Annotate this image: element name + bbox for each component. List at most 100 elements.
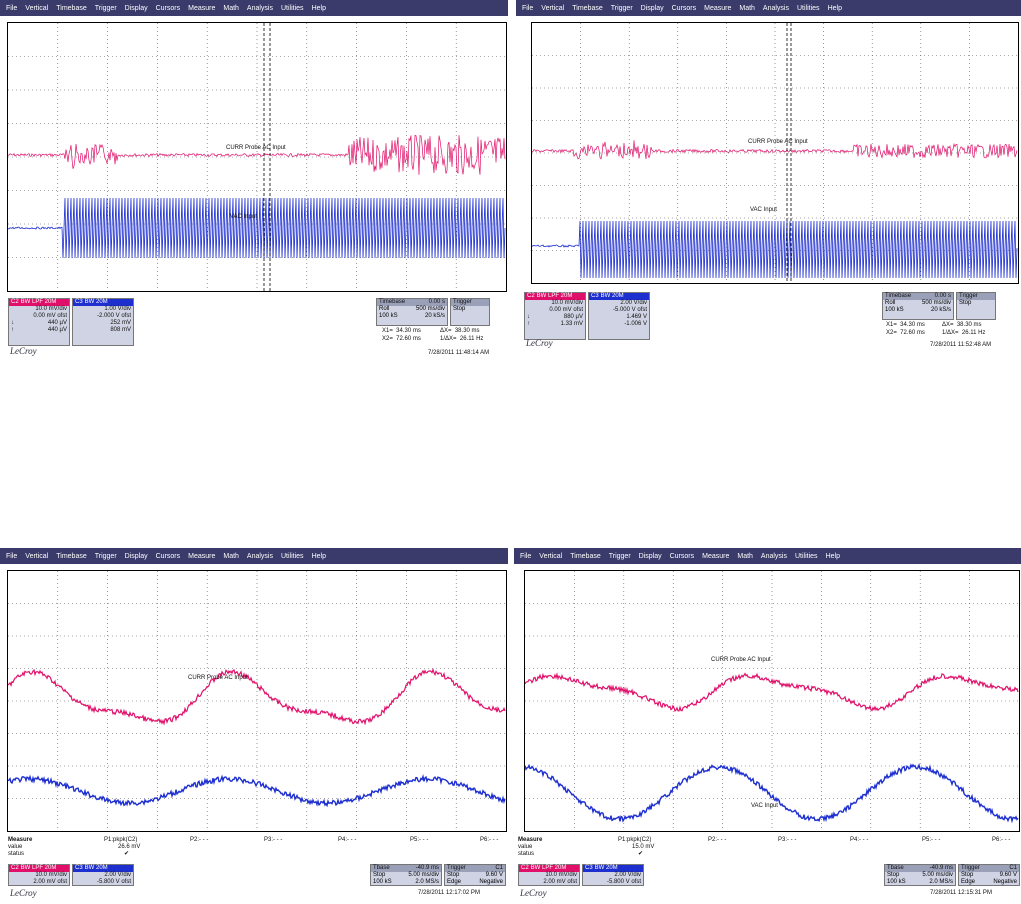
channel-c2-box[interactable]: C2 BW LPF 20M 10.0 mV/div 2.00 mV ofst: [518, 864, 580, 886]
c3-offset: -5.800 V ofst: [96, 879, 131, 885]
channel-c2-box[interactable]: C2 BW LPF 20M 10.0 mV/div 2.00 mV ofst: [8, 864, 70, 886]
menu-measure[interactable]: Measure: [704, 4, 732, 12]
menu-file[interactable]: File: [520, 552, 532, 560]
menu-vertical[interactable]: Vertical: [539, 552, 563, 560]
timebase-delay: 0.00 s: [934, 293, 951, 299]
channel-c3-box[interactable]: C3 BW 20M 2.00 V/div -5.800 V ofst: [72, 864, 134, 886]
menu-display[interactable]: Display: [638, 552, 662, 560]
menu-trigger[interactable]: Trigger: [94, 552, 117, 560]
menu-help[interactable]: Help: [827, 4, 842, 12]
measure-p2[interactable]: P2:- - -: [190, 837, 209, 843]
timebase-box[interactable]: Timebase 0.00 s Roll 500 ms/div 100 kS 20 k…: [882, 292, 954, 320]
menu-timebase[interactable]: Timebase: [570, 552, 601, 560]
trigger-box[interactable]: Trigger C1 Stop 9.60 V Edge Negative: [444, 864, 506, 886]
timestamp: 7/28/2011 12:17:02 PM: [418, 890, 480, 896]
c2-head: C2: [11, 865, 19, 871]
menu-display[interactable]: Display: [124, 4, 148, 12]
menu-cursors[interactable]: Cursors: [155, 552, 181, 560]
menu-math[interactable]: Math: [223, 4, 239, 12]
timebase-delay: -40.9 ms: [415, 865, 439, 871]
menu-math[interactable]: Math: [739, 4, 755, 12]
menu-help[interactable]: Help: [311, 4, 326, 12]
menu-help[interactable]: Help: [825, 552, 840, 560]
measure-p4[interactable]: P4:- - -: [338, 837, 357, 843]
menu-trigger[interactable]: Trigger: [94, 4, 117, 12]
timebase-label: Timebase: [379, 299, 406, 305]
channel-c3-box[interactable]: C3 BW 20M 2.00 V/div -5.800 V ofst: [582, 864, 644, 886]
timebase-box[interactable]: Tbase -40.9 ms Stop 5.00 ms/div 100 kS 2.0 …: [370, 864, 442, 886]
waveform-display[interactable]: CURR Probe AC Input VAC Input: [7, 22, 507, 292]
menu-cursors[interactable]: Cursors: [669, 552, 695, 560]
timebase-box[interactable]: Timebase 0.00 s Roll 500 ms/div 100 kS 20 k…: [376, 298, 448, 326]
menu-utilities[interactable]: Utilities: [281, 552, 304, 560]
channel-c3-box[interactable]: C3 BW 20M 2.00 V/div -5.000 V ofst 1.469 …: [588, 292, 650, 340]
cursor-x1: X1= 34.30 ms: [886, 322, 925, 328]
waveform-display[interactable]: CURR Probe AC Input: [7, 570, 507, 832]
c2-head2: BW LPF 20M: [536, 293, 573, 299]
channel-c2-box[interactable]: C2 BW LPF 20M 10.0 mV/div 0.00 mV ofst ↓ 8…: [524, 292, 586, 340]
menu-vertical[interactable]: Vertical: [25, 4, 49, 12]
c3-scale: 2.00 V/div: [620, 300, 647, 306]
menu-analysis[interactable]: Analysis: [760, 552, 787, 560]
menu-file[interactable]: File: [6, 552, 18, 560]
menu-file[interactable]: File: [6, 4, 18, 12]
timebase-mode: Stop: [887, 872, 900, 878]
lecroy-logo: LeCroy: [10, 346, 37, 356]
menu-vertical[interactable]: Vertical: [541, 4, 565, 12]
menu-timebase[interactable]: Timebase: [572, 4, 603, 12]
menu-math[interactable]: Math: [737, 552, 753, 560]
c3-scale: 1.00 V/div: [104, 306, 131, 312]
menu-bar: File Vertical Timebase Trigger Display C…: [0, 548, 508, 564]
waveform-display[interactable]: CURR Probe AC Input VAC Input: [531, 22, 1019, 284]
channel-c2-box[interactable]: C2 BW LPF 20M 10.0 mV/div 0.00 mV ofst ↓ 4…: [8, 298, 70, 346]
menu-measure[interactable]: Measure: [702, 552, 730, 560]
measure-p6[interactable]: P6:- - -: [992, 837, 1011, 843]
menu-utilities[interactable]: Utilities: [797, 4, 820, 12]
c2-min: 440 µV: [47, 320, 67, 326]
waveform-svg: CURR Probe AC Input VAC Input: [8, 23, 506, 291]
measure-p1[interactable]: P1:pkpk(C2): [618, 837, 652, 843]
measure-p3[interactable]: P3:- - -: [264, 837, 283, 843]
menu-measure[interactable]: Measure: [188, 4, 216, 12]
menu-cursors[interactable]: Cursors: [155, 4, 181, 12]
menu-display[interactable]: Display: [124, 552, 148, 560]
menu-display[interactable]: Display: [640, 4, 664, 12]
menu-analysis[interactable]: Analysis: [246, 4, 273, 12]
measure-p6[interactable]: P6:- - -: [480, 837, 499, 843]
measure-p2[interactable]: P2:- - -: [708, 837, 727, 843]
menu-math[interactable]: Math: [223, 552, 239, 560]
channel-c3-box[interactable]: C3 BW 20M 1.00 V/div -2.000 V ofst 252 mV…: [72, 298, 134, 346]
c2-head: C2: [11, 299, 19, 305]
trigger-channel: C1: [495, 865, 503, 871]
menu-vertical[interactable]: Vertical: [25, 552, 49, 560]
measure-p5[interactable]: P5:- - -: [922, 837, 941, 843]
timebase-samples: 100 kS: [379, 313, 398, 319]
measure-p1[interactable]: P1:pkpk(C2): [104, 837, 138, 843]
menu-analysis[interactable]: Analysis: [246, 552, 273, 560]
timebase-tdiv: 500 ms/div: [921, 300, 951, 306]
menu-cursors[interactable]: Cursors: [671, 4, 697, 12]
trigger-box[interactable]: Trigger C1 Stop 9.60 V Edge Negative: [958, 864, 1020, 886]
menu-utilities[interactable]: Utilities: [281, 4, 304, 12]
timebase-mode: Stop: [373, 872, 386, 878]
timestamp: 7/28/2011 11:52:48 AM: [930, 342, 992, 348]
measure-p5[interactable]: P5:- - -: [410, 837, 429, 843]
c3-trace-label: VAC Input: [751, 803, 778, 809]
menu-bar: File Vertical Timebase Trigger Display C…: [514, 548, 1021, 564]
timebase-box[interactable]: Tbase -40.9 ms Stop 5.00 ms/div 100 kS 2.0 …: [884, 864, 956, 886]
menu-utilities[interactable]: Utilities: [795, 552, 818, 560]
menu-analysis[interactable]: Analysis: [762, 4, 789, 12]
menu-trigger[interactable]: Trigger: [608, 552, 631, 560]
trigger-box[interactable]: Trigger Stop: [956, 292, 996, 320]
menu-file[interactable]: File: [522, 4, 534, 12]
trigger-box[interactable]: Trigger Stop: [450, 298, 490, 326]
measure-p3[interactable]: P3:- - -: [778, 837, 797, 843]
measure-p4[interactable]: P4:- - -: [850, 837, 869, 843]
menu-help[interactable]: Help: [311, 552, 326, 560]
menu-measure[interactable]: Measure: [188, 552, 216, 560]
waveform-display[interactable]: CURR Probe AC Input VAC Input: [524, 570, 1020, 832]
menu-trigger[interactable]: Trigger: [610, 4, 633, 12]
menu-timebase[interactable]: Timebase: [56, 4, 87, 12]
menu-timebase[interactable]: Timebase: [56, 552, 87, 560]
trigger-channel: C1: [1009, 865, 1017, 871]
